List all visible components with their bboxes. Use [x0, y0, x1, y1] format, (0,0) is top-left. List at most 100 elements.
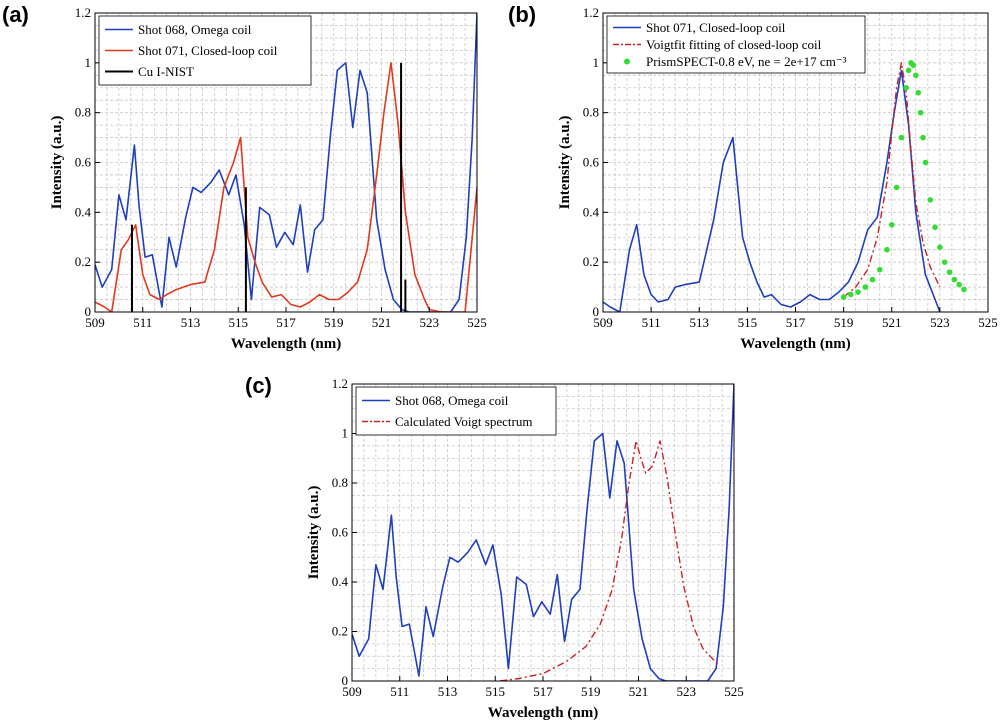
- data-point: [932, 224, 938, 231]
- y-tick-label: 1.2: [583, 5, 599, 20]
- x-axis-label: Wavelength (nm): [231, 336, 341, 352]
- data-point: [927, 197, 934, 203]
- x-tick-label: 523: [677, 684, 697, 699]
- panel-letter-c: (c): [245, 373, 272, 398]
- series-line: [499, 440, 721, 681]
- data-point: [869, 276, 876, 283]
- data-point: [876, 266, 883, 273]
- x-tick-label: 521: [882, 315, 902, 330]
- y-tick-label: 0.2: [583, 254, 599, 269]
- legend: Shot 068, Omega coil Calculated Voigt spe…: [355, 386, 557, 436]
- x-axis-label: Wavelength (nm): [488, 705, 598, 721]
- series-group: [352, 384, 734, 681]
- data-point: [855, 289, 861, 295]
- legend-entry: Cu I-NIST: [138, 64, 194, 79]
- data-point: [898, 134, 905, 141]
- x-tick-label: 511: [642, 315, 661, 330]
- x-tick-label: 519: [834, 315, 854, 330]
- series-line: [843, 62, 941, 298]
- x-tick-label: 515: [738, 315, 758, 330]
- x-tick-label: 525: [724, 684, 744, 699]
- y-tick-label: 0.4: [75, 204, 92, 219]
- series-group: [603, 60, 967, 312]
- legend-entry: Shot 068, Omega coil: [138, 22, 252, 37]
- x-tick-label: 509: [342, 684, 362, 699]
- series-group: [95, 13, 477, 312]
- y-tick-label: 0.8: [583, 105, 599, 120]
- legend-box: [355, 386, 557, 436]
- y-tick-label: 0: [342, 673, 349, 688]
- y-tick-label: 0.8: [332, 475, 348, 490]
- data-point: [888, 221, 895, 228]
- data-point: [956, 281, 962, 288]
- x-tick-label: 515: [486, 684, 506, 699]
- x-tick-label: 513: [690, 315, 710, 330]
- series-line: [352, 384, 734, 681]
- data-point: [951, 276, 958, 283]
- data-point: [915, 89, 922, 96]
- y-tick-label: 0.6: [332, 525, 349, 540]
- series-line: [95, 61, 477, 312]
- y-tick-label: 0.4: [583, 204, 600, 219]
- data-point: [937, 244, 943, 251]
- x-tick-label: 525: [978, 315, 998, 330]
- data-point: [961, 286, 967, 293]
- y-tick-label: 1.2: [75, 5, 91, 20]
- series-line: [95, 13, 477, 312]
- legend-entry: Voigtfit fitting of closed-loop coil: [646, 37, 822, 52]
- data-point: [903, 84, 909, 91]
- y-tick-label: 0.2: [332, 624, 348, 639]
- y-tick-label: 0.4: [332, 574, 349, 589]
- y-axis-label: Intensity (a.u.): [49, 116, 65, 210]
- legend-box: [606, 15, 866, 74]
- data-point: [917, 109, 924, 116]
- x-tick-label: 519: [581, 684, 601, 699]
- data-point: [840, 294, 847, 300]
- y-axis-label: Intensity (a.u.): [306, 486, 322, 580]
- y-tick-label: 1.2: [332, 376, 348, 391]
- y-tick-label: 0.8: [75, 105, 91, 120]
- x-tick-label: 519: [324, 315, 344, 330]
- x-tick-label: 523: [420, 315, 440, 330]
- data-point: [848, 291, 854, 298]
- legend: Shot 068, Omega coil Shot 071, Closed-loo…: [98, 15, 312, 86]
- legend-entry: Shot 071, Closed-loop coil: [646, 20, 786, 35]
- legend: Shot 071, Closed-loop coil Voigtfit fitti…: [606, 15, 866, 74]
- legend-entry: PrismSPECT-0.8 eV, ne = 2e+17 cm⁻³: [646, 54, 847, 69]
- y-tick-label: 0: [593, 304, 600, 319]
- x-tick-label: 521: [372, 315, 392, 330]
- y-axis-label: Intensity (a.u.): [557, 116, 573, 210]
- data-point: [862, 284, 869, 290]
- data-point: [922, 159, 929, 166]
- panel-letter-b: (b): [508, 2, 536, 27]
- x-tick-label: 517: [533, 684, 553, 699]
- data-point: [893, 184, 900, 191]
- x-tick-label: 517: [786, 315, 806, 330]
- data-point: [946, 269, 953, 275]
- panel-b: (b) 509 511 513 515 517 519 521 523 525 0 0.2 0.4 0.…: [508, 2, 998, 352]
- legend-marker: [624, 58, 630, 65]
- x-tick-label: 513: [438, 684, 458, 699]
- x-tick-label: 517: [276, 315, 296, 330]
- data-point: [913, 72, 919, 79]
- x-tick-label: 509: [593, 315, 613, 330]
- data-point: [941, 259, 948, 265]
- y-tick-label: 0.6: [75, 155, 92, 170]
- y-tick-label: 0.6: [583, 155, 600, 170]
- legend-entry: Calculated Voigt spectrum: [395, 414, 532, 429]
- x-tick-label: 509: [85, 315, 105, 330]
- y-tick-label: 1: [85, 55, 92, 70]
- x-tick-label: 525: [467, 315, 487, 330]
- panel-letter-a: (a): [2, 2, 29, 27]
- x-tick-label: 511: [390, 684, 409, 699]
- panel-c: (c) 509 511 513 515 517 519 521 523 525 0 0.2 0.4 0.…: [245, 373, 744, 721]
- x-tick-label: 515: [229, 315, 249, 330]
- y-tick-label: 1: [342, 426, 349, 441]
- data-point: [910, 62, 917, 69]
- panel-a: (a) 509 511 513 515 517 519 521 523 525 0 0.2 0.4 0.…: [2, 2, 487, 352]
- x-tick-label: 513: [181, 315, 201, 330]
- x-tick-label: 511: [133, 315, 152, 330]
- legend-entry: Shot 071, Closed-loop coil: [138, 43, 278, 58]
- x-tick-label: 521: [629, 684, 649, 699]
